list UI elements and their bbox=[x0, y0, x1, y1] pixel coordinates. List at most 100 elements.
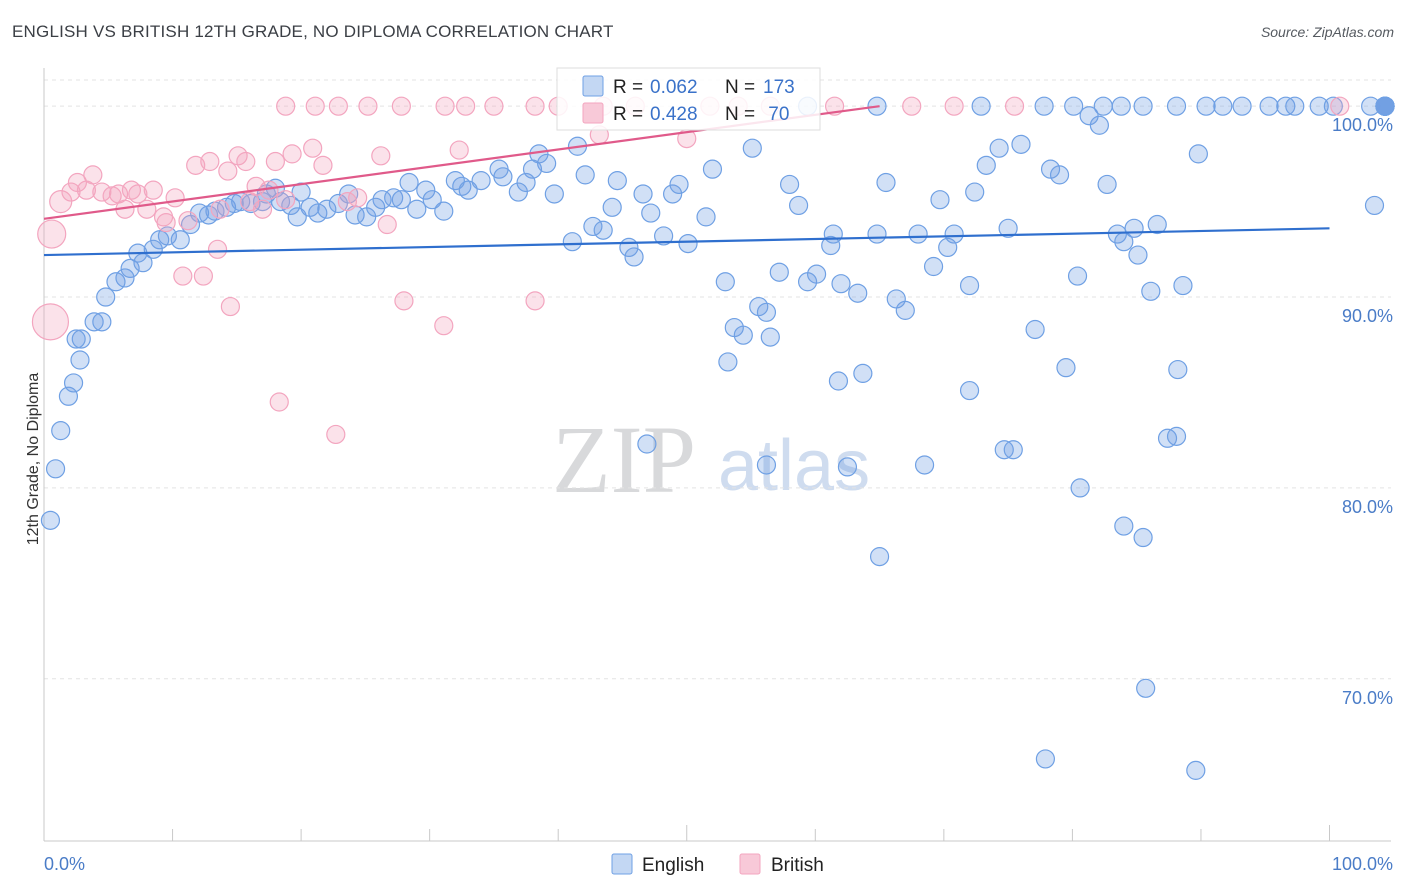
english-point bbox=[1079, 106, 1099, 126]
british-point bbox=[313, 155, 333, 175]
english-point bbox=[170, 230, 190, 250]
y-tick-label-1: 90.0% bbox=[1342, 306, 1393, 326]
british-point bbox=[525, 96, 545, 116]
english-point bbox=[837, 457, 858, 477]
english-point bbox=[1232, 96, 1252, 116]
english-point bbox=[853, 363, 873, 383]
chart-source: Source: ZipAtlas.com bbox=[1260, 24, 1394, 40]
english-point bbox=[1168, 359, 1188, 380]
english-point bbox=[422, 190, 442, 210]
english-point bbox=[641, 203, 661, 223]
english-point bbox=[407, 199, 427, 219]
legend-swatch-british bbox=[739, 853, 761, 875]
english-point bbox=[976, 155, 996, 175]
english-point bbox=[869, 547, 890, 567]
y-axis-title: 12th Grade, No Diploma bbox=[25, 373, 42, 546]
english-point bbox=[637, 434, 657, 454]
english-point bbox=[718, 352, 738, 372]
british-point bbox=[282, 144, 302, 164]
english-point bbox=[965, 182, 985, 202]
english-point bbox=[366, 197, 386, 217]
english-point bbox=[806, 264, 827, 284]
english-point bbox=[998, 218, 1018, 238]
english-point bbox=[399, 172, 419, 193]
english-point bbox=[317, 199, 337, 219]
english-point bbox=[663, 184, 683, 204]
english-point bbox=[1049, 165, 1070, 185]
british-point bbox=[525, 291, 545, 311]
english-point bbox=[416, 180, 436, 200]
english-point bbox=[92, 312, 112, 332]
british-point bbox=[394, 291, 414, 311]
british-point bbox=[348, 188, 368, 208]
english-point bbox=[756, 455, 777, 475]
english-point bbox=[1133, 527, 1153, 548]
english-point bbox=[769, 262, 789, 282]
english-point bbox=[1188, 144, 1208, 164]
british-point bbox=[358, 96, 378, 116]
english-point bbox=[602, 197, 622, 217]
british-point bbox=[156, 213, 176, 233]
english-point bbox=[84, 312, 104, 332]
english-point bbox=[70, 350, 90, 370]
english-point bbox=[749, 296, 769, 317]
legend-item-english[interactable]: English bbox=[611, 853, 704, 876]
y-tick-label-3: 70.0% bbox=[1342, 688, 1393, 708]
british-point bbox=[902, 96, 922, 116]
english-point bbox=[562, 232, 582, 252]
english-point bbox=[876, 172, 896, 193]
x-ticks bbox=[43, 825, 1330, 841]
english-point bbox=[1124, 218, 1144, 238]
english-point bbox=[434, 201, 454, 221]
british-point bbox=[449, 140, 469, 160]
watermark-zip: ZIP bbox=[552, 406, 696, 513]
british-point bbox=[269, 392, 289, 412]
british-point bbox=[37, 219, 67, 249]
series-english bbox=[40, 96, 1395, 780]
english-point bbox=[930, 190, 950, 210]
english-point bbox=[1173, 275, 1193, 296]
british-point bbox=[337, 192, 357, 212]
english-point bbox=[1035, 749, 1056, 769]
english-point bbox=[959, 380, 980, 401]
stats-r-english: 0.062 bbox=[650, 77, 698, 98]
british-point bbox=[61, 182, 81, 202]
english-point bbox=[1025, 319, 1045, 340]
english-point bbox=[971, 96, 991, 116]
x-tick-label-1: 100.0% bbox=[1332, 854, 1393, 874]
english-point bbox=[493, 167, 513, 187]
chart-title: ENGLISH VS BRITISH 12TH GRADE, NO DIPLOM… bbox=[12, 22, 614, 41]
english-point bbox=[1064, 96, 1084, 116]
english-point bbox=[756, 302, 777, 322]
legend-label-english: English bbox=[642, 855, 704, 876]
english-point bbox=[471, 171, 491, 191]
british-point bbox=[228, 146, 248, 166]
english-point bbox=[1034, 96, 1054, 116]
british-point bbox=[328, 96, 348, 116]
series-layer bbox=[31, 96, 1395, 780]
english-point bbox=[1114, 516, 1134, 536]
british-point bbox=[265, 151, 285, 172]
english-point bbox=[959, 275, 980, 296]
english-point bbox=[508, 182, 528, 202]
english-point bbox=[544, 184, 564, 204]
x-tick-labels: 0.0% 100.0% bbox=[44, 854, 1393, 874]
stats-r-label-english: R = bbox=[613, 77, 643, 98]
english-point bbox=[40, 510, 61, 530]
legend-label-british: British bbox=[771, 855, 824, 876]
english-point bbox=[1003, 440, 1023, 460]
english-point bbox=[96, 287, 116, 307]
english-point bbox=[1107, 224, 1127, 244]
british-point bbox=[303, 138, 323, 158]
english-point bbox=[1147, 214, 1167, 235]
british-point bbox=[484, 96, 504, 116]
english-point bbox=[458, 180, 478, 200]
english-point bbox=[1056, 358, 1076, 378]
english-point bbox=[300, 197, 320, 217]
english-point bbox=[908, 224, 928, 244]
legend-item-british[interactable]: British bbox=[739, 853, 824, 876]
english-point bbox=[742, 138, 762, 158]
british-point bbox=[207, 239, 228, 259]
british-point bbox=[210, 199, 230, 219]
english-point bbox=[1285, 96, 1305, 116]
